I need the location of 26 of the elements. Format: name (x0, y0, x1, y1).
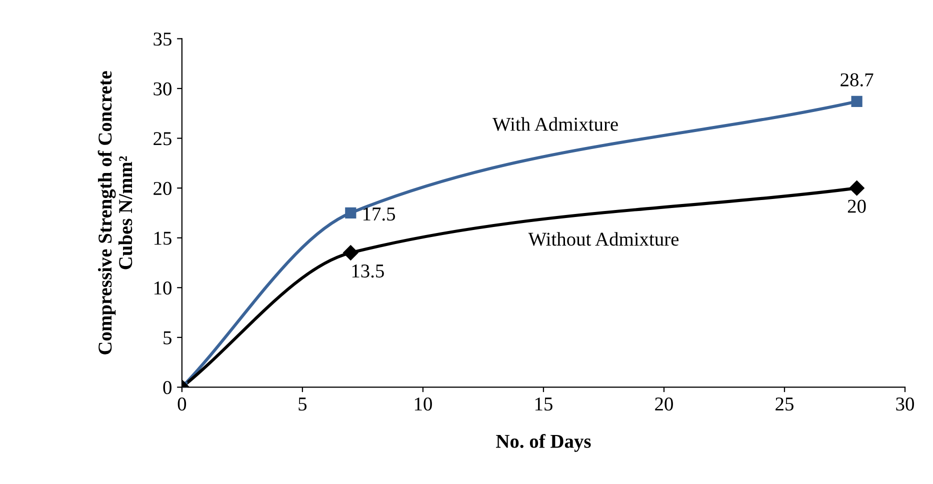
data-label: 20 (848, 200, 866, 213)
y-tick-label: 35 (154, 32, 172, 46)
point (345, 207, 356, 219)
x-axis-title: No. of Days (496, 434, 591, 452)
data-label: 28.7 (840, 73, 874, 86)
x-tick-label: 30 (896, 397, 914, 411)
data-label: 17.5 (363, 208, 396, 221)
point (849, 180, 864, 196)
y-axis-title: Compressive Strength of Concrete Cubes N/mm² (98, 71, 132, 354)
y-tick-label: 15 (154, 232, 172, 245)
series-label: Without Admixture (528, 232, 679, 246)
x-tick-label: 15 (535, 398, 552, 411)
x-tick-label: 25 (776, 398, 794, 411)
data-label: 13.5 (352, 264, 384, 278)
point (343, 245, 358, 260)
x-tick-label: 5 (298, 398, 307, 411)
y-tick-label: 5 (164, 331, 172, 344)
y-tick-label: 10 (154, 281, 172, 295)
y-tick-label: 25 (154, 132, 172, 146)
x-tick-label: 0 (178, 397, 186, 411)
y-tick-label: 30 (154, 82, 172, 96)
x-tick-label: 10 (414, 397, 432, 411)
x-tick-label: 20 (655, 397, 673, 411)
y-tick-label: 0 (163, 381, 172, 394)
series-label: With Admixture (492, 117, 618, 131)
y-tick-label: 20 (154, 182, 172, 196)
